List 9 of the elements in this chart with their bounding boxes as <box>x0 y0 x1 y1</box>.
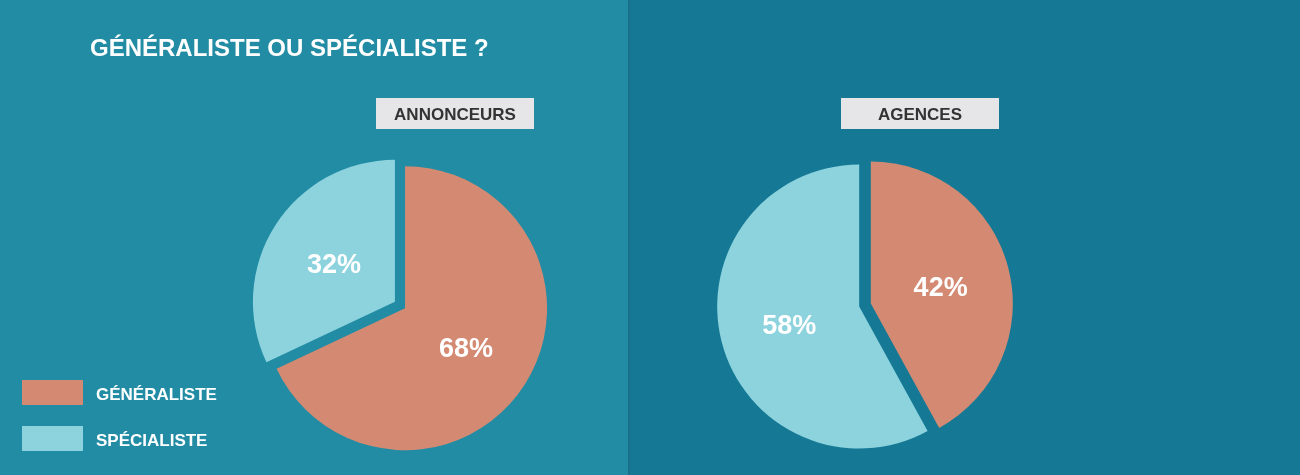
data-label: 68% <box>438 332 493 363</box>
legend-label: GÉNÉRALISTE <box>96 385 217 404</box>
chart-title: GÉNÉRALISTE OU SPÉCIALISTE ? <box>90 34 489 61</box>
chart-subtitle: ANNONCEURS <box>394 105 516 124</box>
data-label: 32% <box>307 249 362 280</box>
data-label: 58% <box>762 310 817 341</box>
legend-label: SPÉCIALISTE <box>96 431 208 450</box>
chart-subtitle: AGENCES <box>877 105 963 124</box>
data-label: 42% <box>913 271 968 302</box>
